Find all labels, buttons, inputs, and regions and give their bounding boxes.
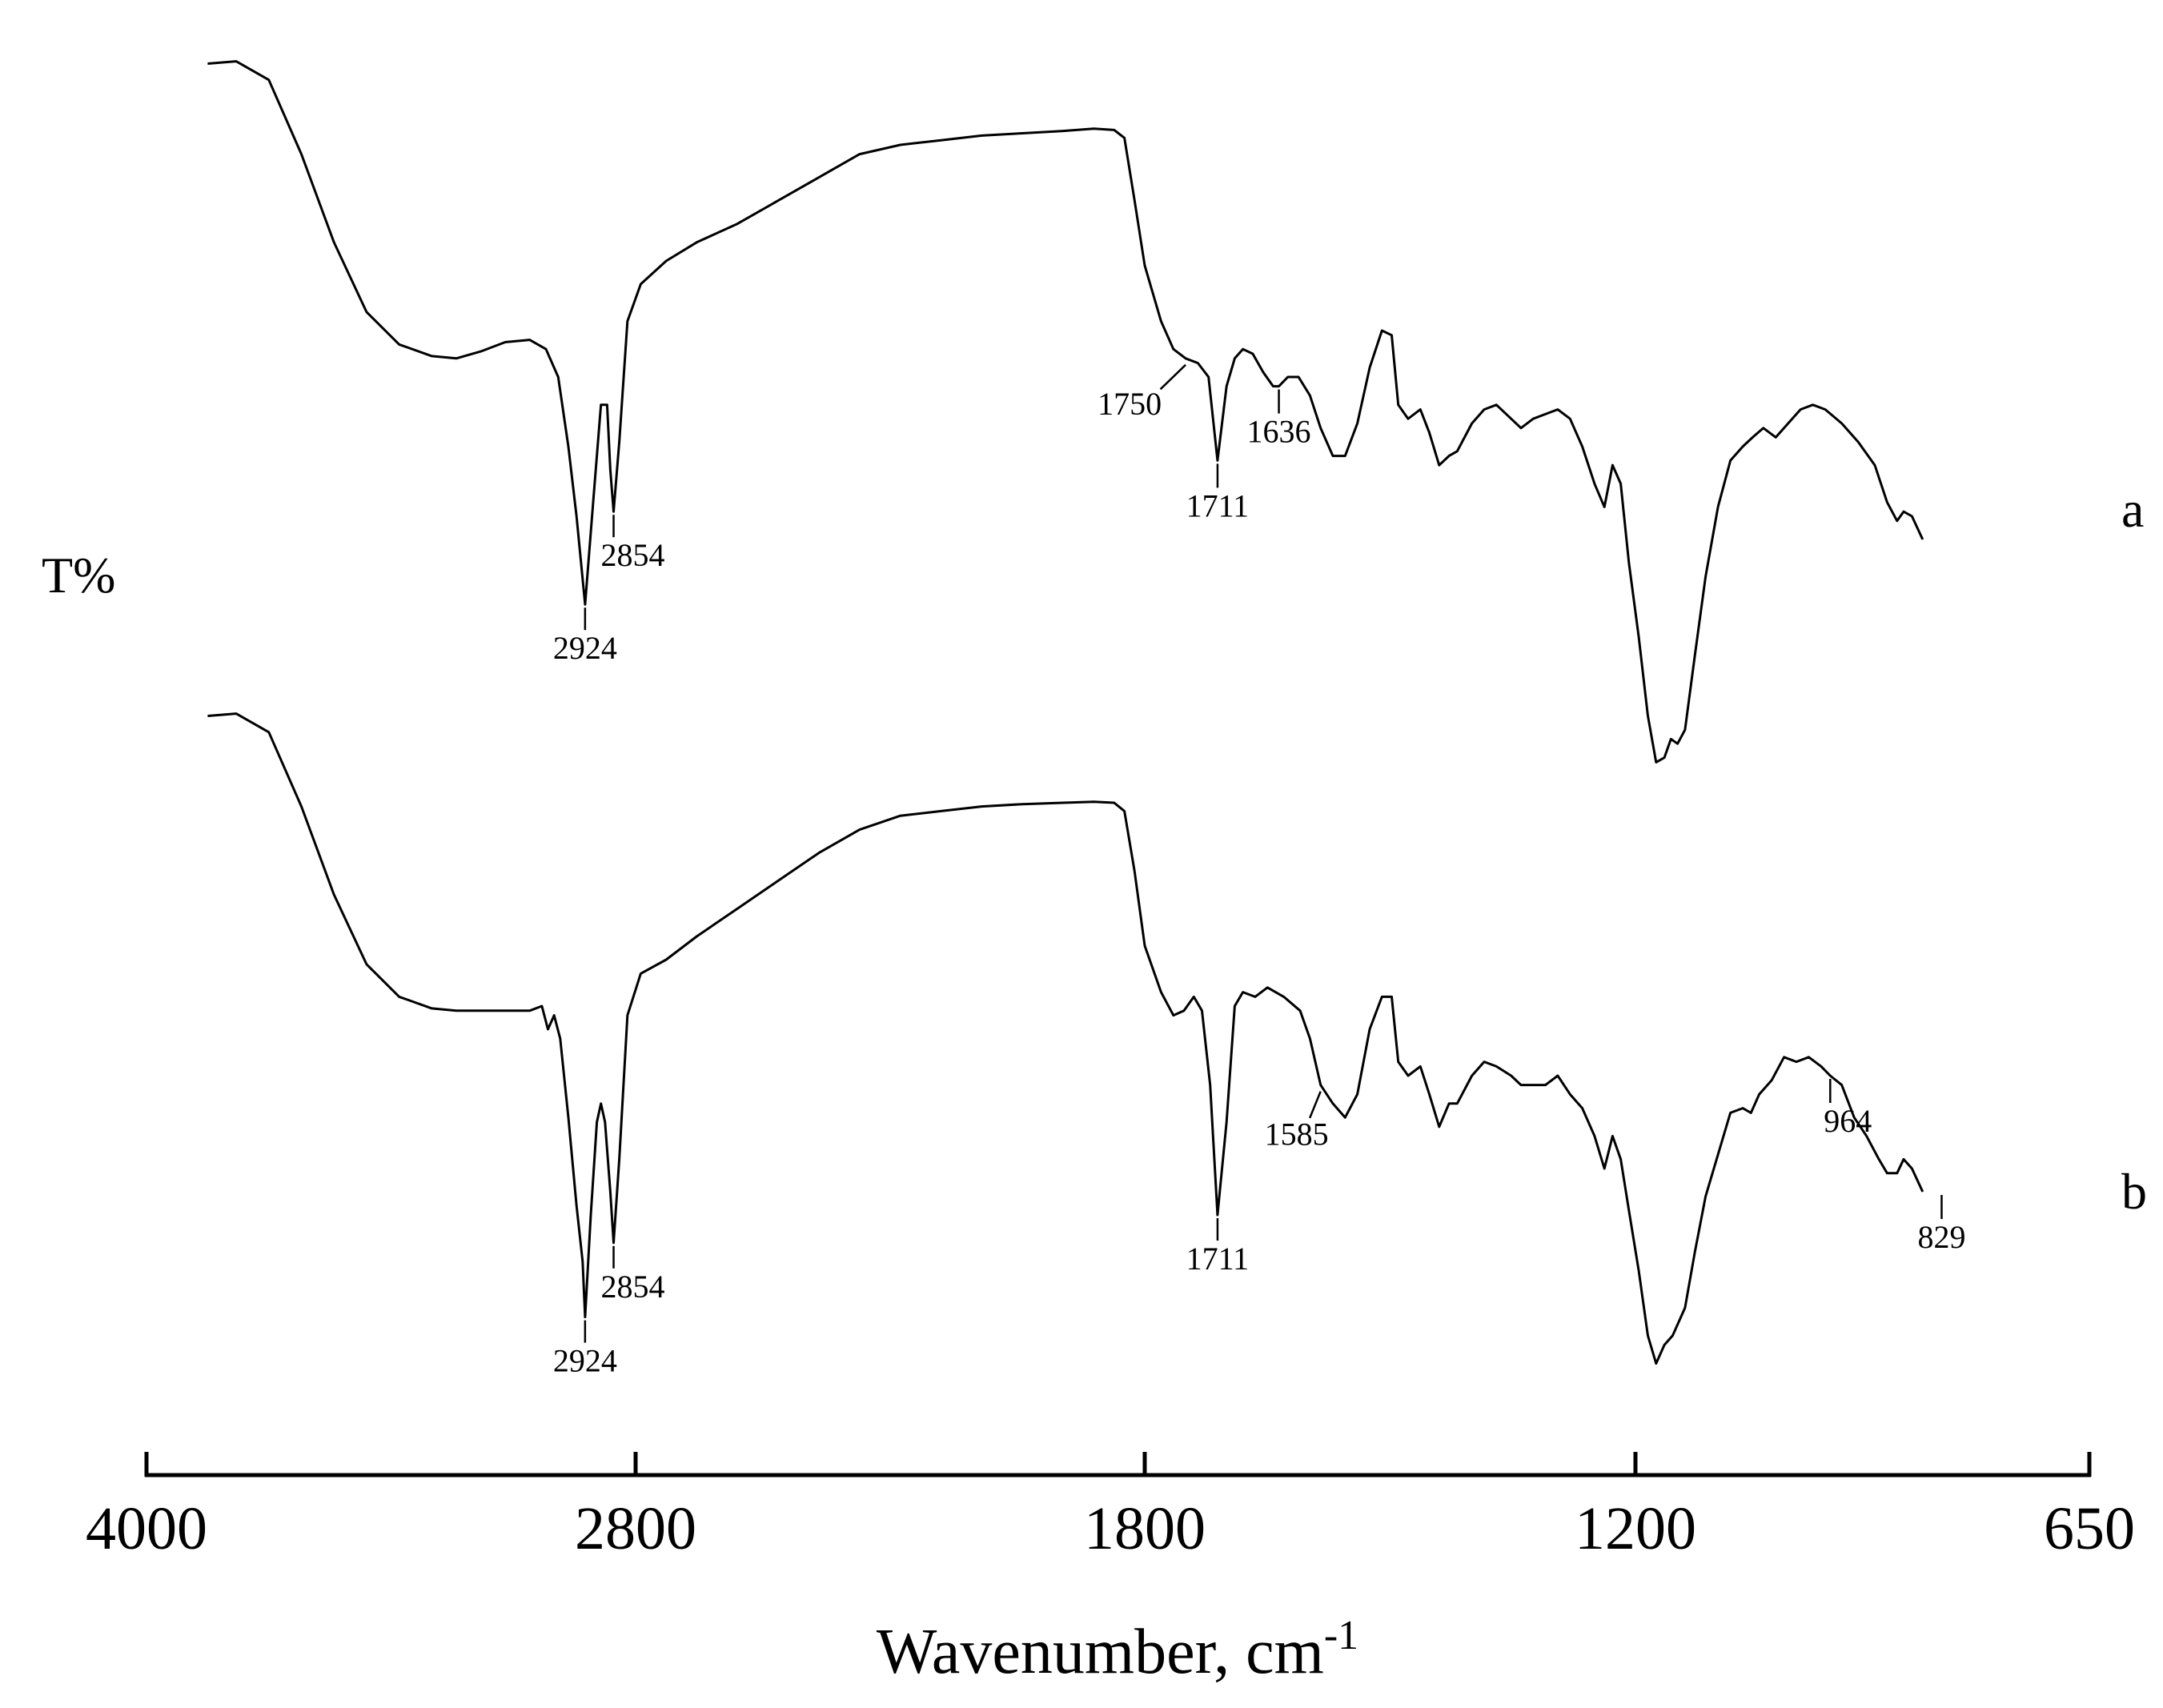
annotation-b-2854: 2854 bbox=[601, 1245, 665, 1305]
annotation-leader bbox=[1159, 363, 1186, 391]
annotation-b-829: 829 bbox=[1917, 1195, 1965, 1255]
annotation-label: 1711 bbox=[1186, 1241, 1250, 1277]
spectrum-line-a bbox=[207, 60, 1924, 764]
annotation-label: 829 bbox=[1917, 1219, 1965, 1255]
y-axis-label: T% bbox=[42, 547, 115, 603]
x-tick-label-2800: 2800 bbox=[575, 1495, 696, 1562]
annotation-b-964: 964 bbox=[1824, 1079, 1872, 1139]
annotation-b-2924: 2924 bbox=[553, 1320, 617, 1379]
x-axis-label-sup: -1 bbox=[1324, 1613, 1358, 1658]
annotation-a-2924: 2924 bbox=[553, 607, 617, 666]
series-layer: ab bbox=[207, 60, 2147, 1365]
annotation-label: 1585 bbox=[1265, 1117, 1329, 1153]
annotation-leader bbox=[1309, 1091, 1322, 1119]
spectrum-line-b bbox=[207, 712, 1924, 1365]
annotation-label: 1750 bbox=[1098, 386, 1162, 422]
x-tick-label-1200: 1200 bbox=[1575, 1495, 1696, 1562]
annotation-label: 964 bbox=[1824, 1103, 1872, 1139]
annotation-a-1750: 1750 bbox=[1098, 363, 1186, 422]
annotation-a-1636: 1636 bbox=[1247, 389, 1311, 450]
x-axis-label: Wavenumber, cm-1 bbox=[877, 1613, 1358, 1687]
x-axis: 4000 2800 1800 1200 650 bbox=[86, 1452, 2135, 1562]
series-label-b: b bbox=[2121, 1163, 2147, 1220]
x-tick-label-1800: 1800 bbox=[1084, 1495, 1206, 1562]
annotation-a-2854: 2854 bbox=[601, 515, 665, 573]
annotation-label: 2924 bbox=[553, 1343, 617, 1379]
annotation-label: 1711 bbox=[1186, 487, 1250, 523]
annotation-b-1711: 1711 bbox=[1186, 1218, 1250, 1277]
annotation-layer: 2924 2854 1750 1711 1636 2924 2854 1711 1585 964 8… bbox=[553, 363, 1965, 1379]
x-tick-label-650: 650 bbox=[2044, 1495, 2135, 1562]
series-label-a: a bbox=[2121, 481, 2144, 538]
annotation-b-1585: 1585 bbox=[1265, 1091, 1329, 1153]
x-tick-label-4000: 4000 bbox=[86, 1495, 207, 1562]
annotation-label: 2854 bbox=[601, 537, 665, 573]
annotation-label: 1636 bbox=[1247, 414, 1311, 450]
annotation-a-1711: 1711 bbox=[1186, 463, 1250, 523]
annotation-label: 2854 bbox=[601, 1269, 665, 1305]
annotation-label: 2924 bbox=[553, 630, 617, 666]
x-axis-label-main: Wavenumber, cm bbox=[877, 1617, 1324, 1687]
